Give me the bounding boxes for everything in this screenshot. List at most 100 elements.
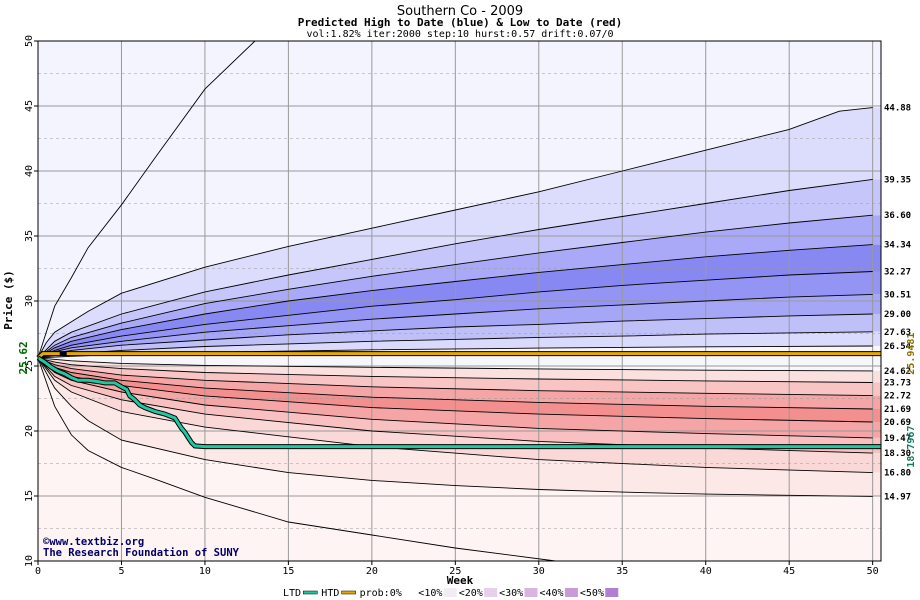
prob-band-17	[38, 357, 881, 497]
right-label-13: 20.69	[884, 418, 911, 428]
legend-label-3: <10%	[418, 588, 442, 599]
x-tick-label-10: 10	[199, 566, 211, 577]
y-axis-label: Price ($)	[2, 270, 15, 330]
legend-swatch-7	[605, 588, 619, 597]
chart-subtitle: Predicted High to Date (blue) & Low to D…	[298, 16, 623, 29]
legend-label-6: <40%	[540, 588, 564, 599]
y-tick-label-30: 30	[24, 295, 35, 307]
prob-band-1	[38, 107, 881, 358]
right-value-labels: 44.88 39.35 36.60 34.34 32.27 30.51 29.00 27.63…	[884, 104, 917, 503]
legend-label-5: <30%	[499, 588, 523, 599]
prob-band-12	[38, 357, 881, 409]
legend-label-2: prob:0%	[360, 588, 402, 599]
quantile-curve-6	[37, 293, 873, 359]
y-tick-label-45: 45	[24, 100, 35, 112]
copyright-symbol: ©	[43, 536, 50, 548]
legend-label-1: HTD	[321, 588, 339, 599]
legend: LTD HTD prob:0% <10% <20% <30% <40% <50%	[283, 588, 619, 599]
prob-band-0	[38, 41, 881, 358]
axes: 0 5 10 15 20 25 30 35 40 45 50 10 15 20 25 30 35 40 45 50 25…	[17, 35, 879, 577]
right-label-7: 27.63	[884, 328, 911, 338]
prob-band-13	[38, 357, 881, 422]
quantile-curve-11	[37, 357, 873, 383]
right-label-1: 39.35	[884, 175, 911, 185]
quantile-curve-2	[37, 178, 873, 359]
prob-band-5	[38, 271, 881, 358]
prob-band-7	[38, 314, 881, 358]
quantile-curve-1	[37, 107, 873, 359]
right-label-0: 44.88	[884, 104, 911, 114]
legend-swatch-5	[524, 588, 538, 597]
right-label-10: 23.73	[884, 379, 911, 389]
x-tick-label-40: 40	[700, 566, 712, 577]
htd-end-label: 25.9481	[906, 333, 917, 375]
x-axis-label: Week	[447, 574, 474, 587]
right-label-2: 36.60	[884, 211, 911, 221]
credit-url: ©www.textbiz.org	[43, 536, 144, 548]
prob-band-11	[38, 357, 881, 396]
credit-org: The Research Foundation of SUNY	[43, 547, 240, 559]
x-tick-label-25: 25	[449, 566, 461, 577]
quantile-curve-17	[37, 357, 873, 474]
quantile-curve-19	[37, 357, 556, 562]
right-label-5: 30.51	[884, 290, 911, 300]
prob-band-4	[38, 244, 881, 358]
y-tick-label-10: 10	[24, 555, 35, 567]
right-label-15: 18.30	[884, 449, 911, 459]
right-label-9: 24.62	[884, 367, 911, 377]
quantile-curve-13	[37, 357, 873, 410]
quantile-curve-15	[37, 357, 873, 439]
prob-band-2	[38, 179, 881, 358]
prob-band-3	[38, 215, 881, 358]
x-tick-label-45: 45	[783, 566, 795, 577]
x-tick-label-15: 15	[282, 566, 294, 577]
right-label-17: 14.97	[884, 492, 911, 502]
x-tick-label-0: 0	[35, 566, 41, 577]
legend-label-0: LTD	[283, 588, 301, 599]
start-price-label: 25.62	[17, 341, 30, 374]
x-tick-label-50: 50	[867, 566, 879, 577]
quantile-curve-3	[37, 214, 873, 359]
legend-swatch-1	[341, 590, 356, 595]
quantile-curve-7	[37, 313, 873, 359]
right-label-3: 34.34	[884, 241, 912, 251]
prob-band-6	[38, 294, 881, 358]
legend-swatch-6	[564, 588, 578, 597]
y-tick-label-15: 15	[24, 490, 35, 502]
quantile-curve-0	[37, 40, 256, 359]
right-label-8: 26.54	[884, 342, 912, 352]
quantile-curve-12	[37, 357, 873, 397]
ltd-series-line	[37, 356, 881, 449]
quantile-curve-10	[37, 357, 873, 372]
y-tick-label-35: 35	[24, 230, 35, 242]
quantile-curve-18	[37, 357, 873, 497]
legend-label-4: <20%	[459, 588, 483, 599]
htd-marker	[59, 351, 67, 356]
ltd-end-label: 18.7967	[906, 426, 917, 468]
legend-label-7: <50%	[580, 588, 604, 599]
x-tick-label-5: 5	[118, 566, 124, 577]
y-tick-label-40: 40	[24, 165, 35, 177]
x-tick-label-20: 20	[366, 566, 378, 577]
x-tick-label-35: 35	[616, 566, 628, 577]
legend-swatch-4	[484, 588, 498, 597]
y-tick-label-50: 50	[24, 35, 35, 47]
prob-band-10	[38, 357, 881, 383]
y-tick-label-25: 25	[24, 360, 35, 372]
legend-swatch-0	[303, 590, 318, 595]
legend-swatch-2	[403, 588, 417, 597]
right-label-4: 32.27	[884, 267, 911, 277]
x-tick-label-30: 30	[533, 566, 545, 577]
chart-params: vol:1.82% iter:2000 step:10 hurst:0.57 d…	[306, 29, 613, 40]
prob-band-16	[38, 357, 881, 473]
right-label-14: 19.47	[884, 434, 911, 444]
quantile-curve-5	[37, 271, 873, 359]
price-series	[36, 351, 881, 450]
credit-url-text: www.textbiz.org	[49, 536, 144, 548]
right-label-11: 22.72	[884, 392, 911, 402]
right-label-16: 16.80	[884, 469, 911, 479]
right-label-12: 21.69	[884, 405, 911, 415]
right-label-6: 29.00	[884, 310, 911, 320]
quantile-curve-4	[37, 244, 873, 359]
